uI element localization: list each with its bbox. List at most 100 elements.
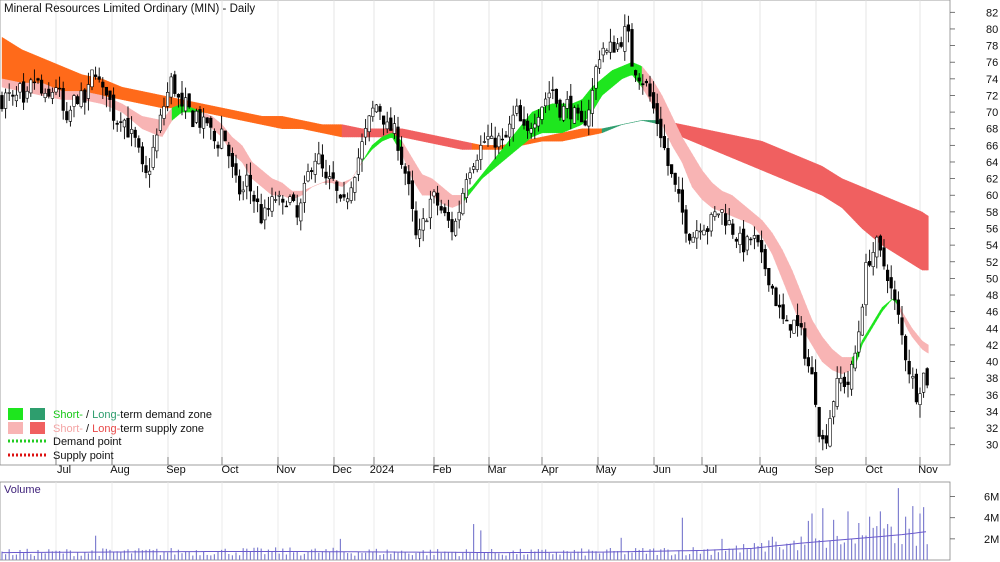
volume-bar xyxy=(462,552,464,560)
volume-bar xyxy=(678,550,680,560)
candle-body xyxy=(871,252,875,267)
volume-bar xyxy=(318,552,320,560)
candle-body xyxy=(151,146,155,168)
volume-bar xyxy=(213,554,215,560)
volume-tick-label: 4M xyxy=(984,513,999,525)
candle-body xyxy=(896,299,900,315)
volume-bar xyxy=(48,549,50,560)
volume-bar xyxy=(429,549,431,560)
volume-bar xyxy=(501,554,503,560)
volume-bar xyxy=(365,552,367,560)
price-tick-label: 38 xyxy=(986,373,998,385)
candle-body xyxy=(907,360,911,375)
short-demand-swatch xyxy=(8,408,23,420)
volume-bar xyxy=(498,553,500,560)
volume-bar xyxy=(480,530,482,560)
volume-bar xyxy=(671,555,673,560)
candle-body xyxy=(918,393,922,405)
candle-body xyxy=(378,106,382,112)
candle-body xyxy=(184,97,188,112)
candle-body xyxy=(371,107,375,117)
volume-bar xyxy=(361,553,363,560)
month-tick-label: Jul xyxy=(703,464,717,476)
legend-supply-point: Supply point xyxy=(53,450,114,462)
candle-body xyxy=(327,176,332,180)
volume-bar xyxy=(253,547,255,560)
volume-bar xyxy=(717,552,719,560)
volume-bar xyxy=(379,554,381,560)
candle-body xyxy=(0,95,4,110)
volume-bar xyxy=(563,550,565,560)
candle-body xyxy=(698,230,702,233)
candle-body xyxy=(389,117,393,131)
volume-bar xyxy=(591,550,593,560)
volume-bar xyxy=(710,554,712,560)
volume-bar xyxy=(883,528,885,560)
volume-bar xyxy=(397,552,399,560)
volume-bar xyxy=(447,552,449,560)
candle-body xyxy=(122,119,126,128)
candle-body xyxy=(432,191,436,197)
volume-bar xyxy=(314,548,316,560)
candle-body xyxy=(36,78,40,81)
price-tick-label: 60 xyxy=(986,190,998,202)
price-tick-label: 58 xyxy=(986,207,998,219)
candle-body xyxy=(162,106,166,119)
volume-bar xyxy=(321,551,323,560)
candle-body xyxy=(133,129,137,138)
volume-bar xyxy=(455,551,457,560)
volume-axis: 2M 4M 6M xyxy=(950,492,999,546)
volume-bar xyxy=(354,555,356,560)
candle-body xyxy=(680,189,684,213)
price-tick-label: 72 xyxy=(986,90,998,102)
long-term-zone-segment xyxy=(925,214,929,271)
volume-bar xyxy=(606,549,608,560)
candle-body xyxy=(367,115,371,133)
candle-body xyxy=(543,98,548,107)
candle-body xyxy=(137,138,141,148)
volume-bar xyxy=(303,553,305,560)
volume-bar xyxy=(437,549,439,560)
volume-bar xyxy=(645,553,647,560)
volume-bar xyxy=(573,549,575,560)
volume-bar xyxy=(869,516,871,560)
price-tick-label: 48 xyxy=(986,290,998,302)
candle-body xyxy=(291,194,296,201)
candle-body xyxy=(587,109,591,127)
candle-body xyxy=(309,170,314,172)
candle-body xyxy=(619,42,623,47)
candle-body xyxy=(475,159,479,170)
month-axis: Jul Aug Sep Oct Nov Dec 2024 Feb Mar Apr May Jun Jul… xyxy=(55,457,938,476)
candle-body xyxy=(313,160,317,175)
price-tick-label: 30 xyxy=(986,440,998,452)
price-axis: 30 32 34 36 38 40 42 44 46 48 50 52 54 56 58 60 62 64 66 68… xyxy=(950,7,998,452)
candle-body xyxy=(810,367,814,375)
volume-bar xyxy=(343,551,345,560)
volume-bar xyxy=(519,548,521,560)
candle-body xyxy=(605,50,609,53)
candle-body xyxy=(425,220,429,223)
volume-bar xyxy=(739,552,741,560)
volume-bar xyxy=(743,544,745,560)
candle-body xyxy=(288,196,292,203)
volume-bar xyxy=(667,549,669,560)
volume-bar xyxy=(419,552,421,560)
long-demand-swatch xyxy=(30,408,45,420)
volume-bar xyxy=(66,549,68,560)
price-tick-label: 68 xyxy=(986,124,998,136)
volume-bar xyxy=(685,555,687,560)
candle-body xyxy=(273,199,278,201)
volume-bar xyxy=(663,548,665,560)
candle-body xyxy=(39,79,44,94)
price-tick-label: 76 xyxy=(986,57,998,69)
volume-bar xyxy=(41,552,43,560)
volume-bar xyxy=(771,536,773,560)
volume-bar xyxy=(782,549,784,560)
price-tick-label: 34 xyxy=(986,406,998,418)
candle-body xyxy=(695,230,699,239)
candlesticks xyxy=(0,14,929,451)
price-tick-label: 78 xyxy=(986,41,998,53)
candle-body xyxy=(72,95,76,107)
candle-body xyxy=(381,115,386,125)
candle-body xyxy=(921,372,926,393)
